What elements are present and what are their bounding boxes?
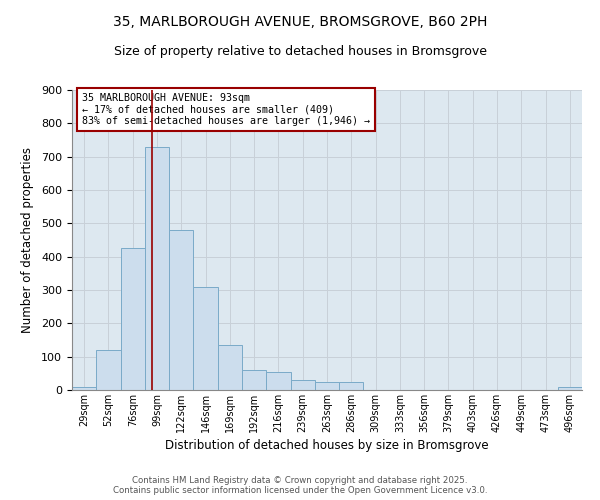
Bar	[96, 350, 121, 390]
Text: Size of property relative to detached houses in Bromsgrove: Size of property relative to detached ho…	[113, 45, 487, 58]
Bar	[193, 286, 218, 390]
Bar	[72, 386, 96, 390]
Text: 35 MARLBOROUGH AVENUE: 93sqm
← 17% of detached houses are smaller (409)
83% of s: 35 MARLBOROUGH AVENUE: 93sqm ← 17% of de…	[82, 93, 370, 126]
Text: 35, MARLBOROUGH AVENUE, BROMSGROVE, B60 2PH: 35, MARLBOROUGH AVENUE, BROMSGROVE, B60 …	[113, 15, 487, 29]
Y-axis label: Number of detached properties: Number of detached properties	[21, 147, 34, 333]
Bar	[266, 372, 290, 390]
Bar	[145, 146, 169, 390]
Bar	[242, 370, 266, 390]
Bar	[121, 248, 145, 390]
Bar	[169, 230, 193, 390]
Text: Contains HM Land Registry data © Crown copyright and database right 2025.
Contai: Contains HM Land Registry data © Crown c…	[113, 476, 487, 495]
Bar	[290, 380, 315, 390]
X-axis label: Distribution of detached houses by size in Bromsgrove: Distribution of detached houses by size …	[165, 439, 489, 452]
Bar	[315, 382, 339, 390]
Bar	[339, 382, 364, 390]
Bar	[218, 345, 242, 390]
Bar	[558, 386, 582, 390]
